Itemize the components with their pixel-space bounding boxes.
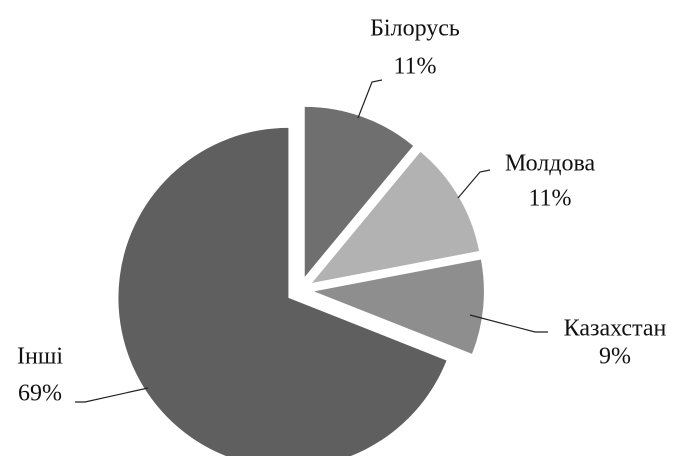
leader-line — [357, 79, 383, 119]
slice-value-label: 69% — [18, 381, 62, 407]
slice-label: Білорусь — [370, 16, 460, 42]
pie-slice — [312, 151, 480, 283]
leader-line — [457, 169, 491, 199]
pie-slice — [313, 259, 484, 354]
slice-label: Казахстан — [564, 316, 667, 342]
slice-value-label: 11% — [393, 54, 436, 80]
pie-slice — [118, 127, 447, 456]
slice-label: Молдова — [505, 151, 596, 177]
slice-label: Інші — [17, 344, 63, 370]
leader-line — [469, 314, 548, 333]
slice-value-label: 9% — [599, 344, 631, 370]
pie-slice — [304, 106, 414, 277]
slice-value-label: 11% — [528, 186, 571, 212]
leader-line — [75, 387, 149, 403]
